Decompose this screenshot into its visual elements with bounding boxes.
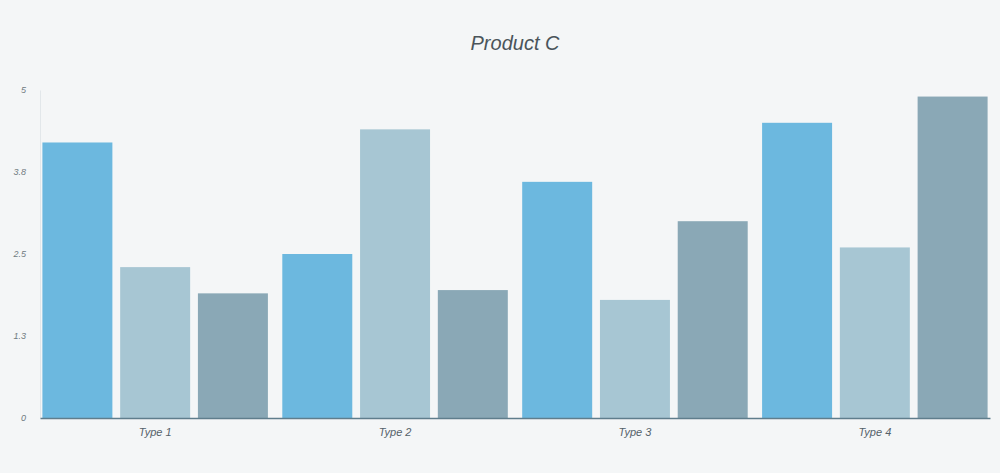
bar <box>522 182 592 418</box>
axis-line <box>41 418 991 420</box>
x-axis: Type 1 Type 2 Type 3 Type 4 <box>41 418 991 438</box>
axis-line <box>40 91 41 419</box>
tick: Type 4 <box>858 418 891 438</box>
tick: 3.8 <box>13 167 40 177</box>
tick-label: 5 <box>21 85 27 95</box>
bar <box>840 247 910 418</box>
tick: 1.3 <box>13 331 40 341</box>
tick-label: Type 3 <box>619 426 653 438</box>
bar <box>198 293 268 418</box>
tick: 5 <box>21 85 40 95</box>
tick-label: 2.5 <box>12 249 27 259</box>
bar <box>600 300 670 418</box>
tick-label: Type 1 <box>139 426 172 438</box>
tick: 0 <box>21 413 40 423</box>
tick: Type 3 <box>619 418 653 438</box>
tick: Type 1 <box>139 418 172 438</box>
title: Product C <box>471 32 560 54</box>
tick-label: 0 <box>21 413 26 423</box>
bar <box>762 123 832 418</box>
tick: Type 2 <box>379 418 412 438</box>
bar <box>42 142 112 418</box>
bar <box>438 290 508 418</box>
tick-label: Type 4 <box>858 426 891 438</box>
bar <box>678 221 748 418</box>
bar <box>120 267 190 418</box>
tick: 2.5 <box>12 249 40 259</box>
bar <box>360 129 430 418</box>
chart: 0 1.3 2.5 3.8 5 Type 1 Type 2 Type 3 Type 4 Produ… <box>0 0 1000 473</box>
plot: 0 1.3 2.5 3.8 5 Type 1 Type 2 Type 3 Type 4 <box>12 85 990 437</box>
bar <box>918 97 988 418</box>
bars <box>42 97 987 418</box>
tick-label: 1.3 <box>13 331 26 341</box>
bar <box>282 254 352 418</box>
tick-label: Type 2 <box>379 426 412 438</box>
y-axis: 0 1.3 2.5 3.8 5 <box>12 85 40 423</box>
tick-label: 3.8 <box>13 167 26 177</box>
